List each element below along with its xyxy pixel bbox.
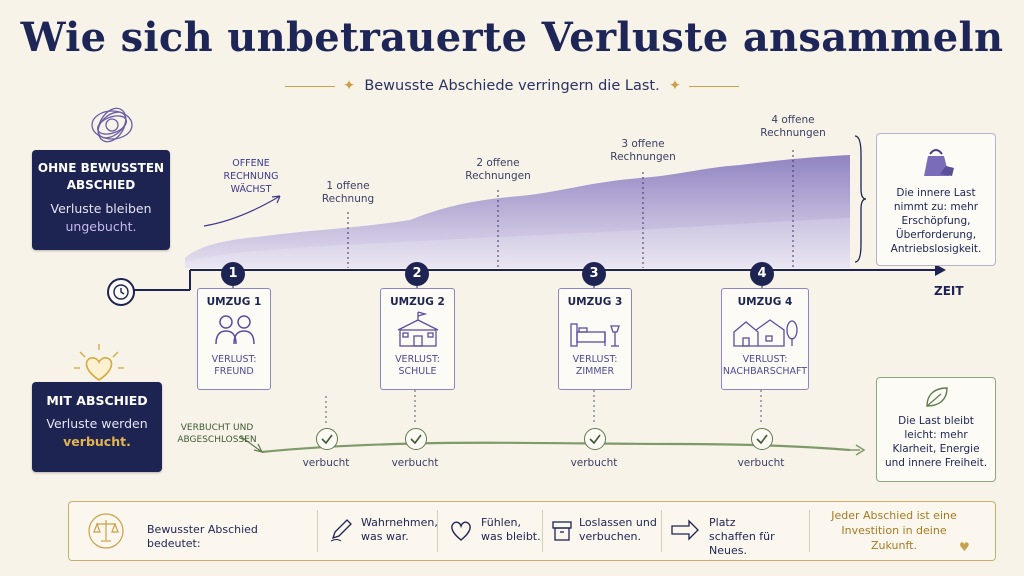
sparkle-icon: ✦ (668, 78, 682, 94)
loss-label: VERLUST: (211, 354, 257, 365)
booked-label: verbucht (302, 457, 350, 469)
burden-fill (185, 155, 850, 268)
loss-value: NACHBARSCHAFT (722, 366, 808, 377)
people-icon (215, 315, 255, 345)
heart-icon (451, 521, 471, 541)
without-text: Verluste bleiben ungebucht. (50, 201, 152, 234)
divider (809, 510, 810, 552)
bottom-banner: Bewusster Abschied bedeutet: Wahrnehmen,… (68, 501, 996, 561)
subtitle-text: Bewusste Abschiede verringern die Last. (364, 78, 660, 94)
without-farewell-box: OHNE BEWUSSTEN ABSCHIED Verluste bleiben… (32, 150, 170, 250)
step-title: UMZUG 4 (737, 296, 793, 308)
weight-icon (924, 149, 954, 176)
clock-icon (107, 278, 135, 306)
burden-box: Die innere Last nimmt zu: mehr Erschöpfu… (876, 133, 996, 266)
check-icon (584, 428, 606, 450)
without-heading: OHNE BEWUSSTEN ABSCHIED (37, 161, 165, 192)
booked-arrowhead (253, 443, 264, 453)
pen-icon (330, 519, 352, 542)
heart-icon-small: ♥ (959, 540, 970, 554)
step-card-2: UMZUG 2 VERLUST: SCHULE (380, 288, 455, 390)
bottom-item-4: Platz schaffen für Neues. (709, 516, 775, 557)
open-bill-growing-label: OFFENE RECHNUNG WÄCHST (223, 158, 279, 195)
booked-closed-label: VERBUCHT UND ABGESCHLOSSEN (177, 423, 257, 445)
growth-arrow-icon (203, 195, 281, 227)
bottom-item-1: Wahrnehmen, was war. (361, 516, 438, 543)
loss-value: ZIMMER (575, 366, 615, 377)
open-bill-label-2: 2 offene Rechnungen (465, 157, 531, 182)
burden-text: Die innere Last nimmt zu: mehr Erschöpfu… (890, 187, 982, 255)
loss-label: VERLUST: (395, 354, 440, 365)
timeline-arrowhead (935, 264, 946, 276)
step-card-3: UMZUG 3 VERLUST: ZIMMER (558, 288, 632, 390)
with-farewell-box: MIT ABSCHIED Verluste werden verbucht. (32, 382, 162, 472)
step-title: UMZUG 2 (390, 296, 445, 308)
open-bill-label-3: 3 offene Rechnungen (610, 138, 676, 163)
booked-label: verbucht (391, 457, 439, 469)
light-text: Die Last bleibt leicht: mehr Klarheit, E… (884, 415, 988, 469)
booked-arrow (239, 435, 263, 453)
step-title: UMZUG 1 (206, 296, 262, 308)
light-box: Die Last bleibt leicht: mehr Klarheit, E… (876, 377, 996, 482)
with-text: Verluste werden verbucht. (46, 416, 148, 449)
loss-value: SCHULE (398, 366, 437, 377)
heart-icon (74, 344, 124, 381)
bottom-item-3: Loslassen und verbuchen. (579, 516, 657, 543)
step-number-3: 3 (582, 262, 606, 286)
arrow-icon (671, 519, 699, 541)
open-bill-label-1: 1 offene Rechnung (321, 180, 375, 205)
loss-value: FREUND (214, 366, 254, 377)
divider (661, 510, 662, 552)
scales-icon (88, 513, 124, 549)
light-arrowhead (855, 444, 866, 456)
divider (317, 510, 318, 552)
page-title: Wie sich unbetrauerte Verluste ansammeln (20, 14, 1004, 61)
burden-layer (185, 218, 850, 268)
school-icon (397, 311, 438, 347)
time-label: ZEIT (934, 284, 964, 298)
check-icon (405, 428, 427, 450)
step-card-4: UMZUG 4 VERLUST: NACHBARSCHAFT (721, 288, 809, 390)
open-bill-label-4: 4 offene Rechnungen (760, 114, 826, 139)
divider (437, 510, 438, 552)
divider-right (689, 85, 740, 87)
bottom-intro: Bewusster Abschied bedeutet: (147, 523, 258, 550)
divider-left (284, 85, 335, 87)
brace (853, 134, 867, 264)
bottom-item-2: Fühlen, was bleibt. (481, 516, 541, 543)
box-icon (552, 521, 572, 541)
bottom-closing: Jeder Abschied ist eine Investition in d… (831, 509, 957, 552)
loss-label: VERLUST: (572, 354, 618, 365)
subtitle: ✦ Bewusste Abschiede verringern die Last… (0, 78, 1024, 94)
neighborhood-icon (733, 319, 798, 347)
booked-label: verbucht (737, 457, 785, 469)
step-title: UMZUG 3 (567, 296, 623, 308)
check-icon (751, 428, 773, 450)
bedroom-icon (570, 323, 620, 347)
divider (542, 510, 543, 552)
loss-label: VERLUST: (742, 354, 788, 365)
check-icon (316, 428, 338, 450)
with-heading: MIT ABSCHIED (46, 393, 148, 408)
leaf-icon (926, 387, 948, 407)
step-number-2: 2 (405, 262, 429, 286)
sparkle-icon: ✦ (342, 78, 356, 94)
step-number-4: 4 (750, 262, 774, 286)
booked-label: verbucht (570, 457, 618, 469)
tangle-icon (91, 107, 133, 143)
step-card-1: UMZUG 1 VERLUST: FREUND (197, 288, 271, 390)
step-number-1: 1 (221, 262, 245, 286)
